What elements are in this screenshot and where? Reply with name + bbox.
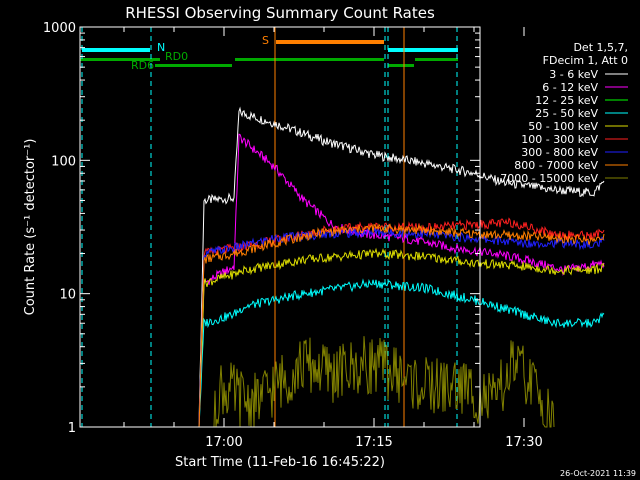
y-tick-label: 100 (51, 154, 76, 169)
flag-label-rd0: RD0 (165, 50, 188, 63)
legend-entry-label: 6 - 12 keV (542, 81, 598, 94)
legend-header-2: FDecim 1, Att 0 (543, 54, 628, 67)
plot-frame (79, 26, 481, 428)
series-trace (198, 223, 605, 428)
decim-flag-bar-3 (415, 58, 458, 61)
flag-label-rd6: RD6 (131, 59, 154, 72)
series-trace (198, 226, 605, 428)
x-tick-label: 17:15 (355, 435, 392, 450)
legend-entry-label: 300 - 800 keV (521, 146, 598, 159)
series-trace (198, 278, 605, 428)
series-trace (198, 247, 605, 428)
y-tick-label: 1 (68, 421, 76, 436)
series-800-7000-kev (198, 223, 605, 428)
y-tick-label: 10 (59, 288, 76, 303)
chart-title: RHESSI Observing Summary Count Rates (125, 4, 435, 22)
flag-label-n: N (157, 41, 165, 54)
footer-date: 26-Oct-2021 11:39 (560, 469, 636, 478)
legend-entry-label: 12 - 25 keV (535, 94, 598, 107)
series-25-50-kev (198, 278, 605, 428)
x-tick-label: 17:00 (205, 435, 242, 450)
legend-entry-label: 7000 - 15000 keV (500, 172, 598, 185)
legend-entry-label: 100 - 300 keV (521, 133, 598, 146)
legend-entry-label: 25 - 50 keV (535, 107, 598, 120)
legend-entry-label: 3 - 6 keV (549, 68, 598, 81)
series-3-6-kev (198, 106, 605, 428)
y-tick-label: 1000 (43, 21, 76, 36)
legend-entry-label: 800 - 7000 keV (514, 159, 598, 172)
x-tick-label: 17:30 (505, 435, 542, 450)
y-axis-label: Count Rate (s⁻¹ detector⁻¹) (23, 139, 38, 316)
rd6-flag-bar-1 (155, 64, 232, 67)
saa-flag-bar (276, 40, 384, 44)
night-flag-bar-1 (82, 48, 150, 52)
legend-entry-label: 50 - 100 keV (528, 120, 598, 133)
x-axis-label: Start Time (11-Feb-16 16:45:22) (175, 455, 385, 470)
flag-label-s: S (262, 34, 269, 47)
series-trace (198, 106, 605, 428)
legend-header-1: Det 1,5,7, (573, 41, 628, 54)
series-300-800-kev (198, 226, 605, 428)
series-trace (213, 336, 555, 428)
series-7000-15000-kev (213, 336, 555, 428)
axes (79, 26, 481, 428)
decim-flag-bar-2 (235, 58, 384, 61)
decim-flag-bar-1 (80, 58, 160, 61)
series-50-100-kev (198, 247, 605, 428)
rd6-flag-bar-2 (388, 64, 414, 67)
night-flag-bar-2 (388, 48, 458, 52)
